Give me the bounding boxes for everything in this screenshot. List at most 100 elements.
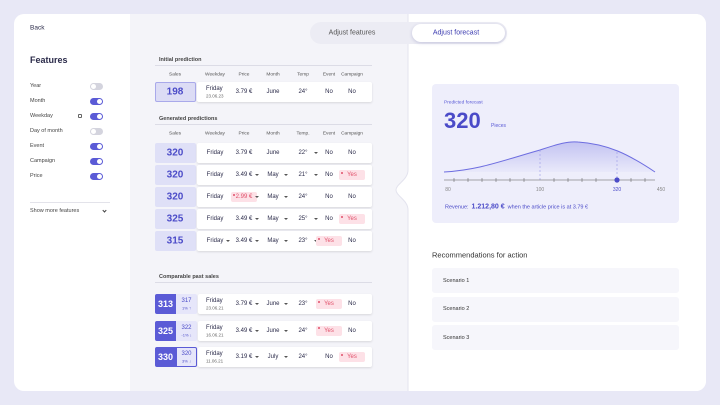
column-header: Campaign xyxy=(341,131,363,137)
column-header: Sales xyxy=(169,131,181,137)
cell: 23° xyxy=(298,238,308,244)
dropdown-caret[interactable] xyxy=(284,303,288,305)
toggle-knob xyxy=(97,158,102,164)
dropdown-caret[interactable] xyxy=(255,329,259,332)
column-header: Event xyxy=(322,131,336,137)
cell: Yes xyxy=(347,216,357,222)
toggle[interactable] xyxy=(90,142,103,150)
scenario-label: Scenario 3 xyxy=(443,334,470,341)
show-more[interactable]: Show more features xyxy=(30,208,80,214)
scenario-label: Scenario 1 xyxy=(443,277,470,284)
dropdown-caret[interactable] xyxy=(284,329,288,332)
dropdown-caret[interactable] xyxy=(284,196,288,198)
cell: No xyxy=(348,150,356,156)
dropdown-caret[interactable] xyxy=(255,240,259,242)
section-line xyxy=(155,124,372,125)
cell: Friday xyxy=(206,150,224,156)
divider xyxy=(30,202,110,203)
toggle[interactable] xyxy=(90,82,103,90)
section-title: Generated predictions xyxy=(159,116,218,122)
cell: June xyxy=(266,150,280,156)
dropdown-caret[interactable] xyxy=(226,240,230,242)
tab[interactable]: Adjust forecast xyxy=(432,29,480,37)
changed-chip xyxy=(316,325,342,336)
changed-dot xyxy=(318,327,320,329)
changed-dot xyxy=(233,193,235,196)
dropdown-caret[interactable] xyxy=(314,152,318,154)
tab[interactable]: Adjust features xyxy=(328,29,376,37)
cell: No xyxy=(348,194,356,200)
cell: Friday xyxy=(206,172,224,178)
dropdown-caret[interactable] xyxy=(284,356,288,358)
changed-chip xyxy=(316,299,342,309)
forecast-curve xyxy=(443,141,656,183)
dropdown-caret[interactable] xyxy=(255,218,259,220)
dropdown-caret[interactable] xyxy=(255,303,259,305)
feature-label: Event xyxy=(30,143,45,149)
column-header: Temp xyxy=(297,72,309,78)
column-header: Month xyxy=(266,131,280,137)
scenario-label: Scenario 2 xyxy=(443,306,470,312)
changed-chip xyxy=(339,214,365,224)
sales-value: 325 xyxy=(166,213,184,225)
changed-chip xyxy=(339,352,365,362)
sales-value: 315 xyxy=(166,235,184,247)
cell: Friday xyxy=(206,298,223,304)
active-tab xyxy=(412,24,505,42)
toggle[interactable] xyxy=(90,157,103,165)
axis-label: 320 xyxy=(612,187,622,193)
past-prediction: 317 xyxy=(181,298,192,304)
date: 11.06.21 xyxy=(206,358,224,364)
sales-box xyxy=(155,209,196,229)
dropdown-caret[interactable] xyxy=(255,196,259,198)
sales-box xyxy=(155,82,196,102)
past-sales-box xyxy=(155,347,176,367)
toggle-knob xyxy=(97,98,102,104)
column-header: Sales xyxy=(169,72,181,78)
cell: 24° xyxy=(298,354,308,360)
sales-value: 198 xyxy=(166,86,184,98)
scenario-card[interactable] xyxy=(432,268,679,293)
dropdown-caret[interactable] xyxy=(255,174,259,176)
column-header: Campaign xyxy=(341,72,363,78)
column-header: Event xyxy=(322,72,336,78)
cell: 24° xyxy=(298,89,308,95)
toggle[interactable] xyxy=(90,97,103,105)
cell: Yes xyxy=(347,172,357,178)
column-header: Weekday xyxy=(205,131,225,137)
toggle[interactable] xyxy=(90,127,103,135)
scenario-card[interactable] xyxy=(432,296,679,322)
toggle[interactable] xyxy=(90,112,103,120)
cell: 21° xyxy=(298,172,308,178)
toggle[interactable] xyxy=(90,172,103,180)
back-link[interactable]: Back xyxy=(30,24,45,32)
dropdown-caret[interactable] xyxy=(314,174,318,176)
dropdown-caret[interactable] xyxy=(255,356,259,358)
changed-chip xyxy=(339,170,365,180)
feature-label: Campaign xyxy=(30,158,56,164)
past-prediction: 320 xyxy=(181,351,192,357)
column-header: Weekday xyxy=(205,72,225,78)
column-header: Price xyxy=(238,131,250,137)
scenario-card[interactable] xyxy=(432,325,679,350)
column-header: Price xyxy=(238,72,250,78)
cell: Yes xyxy=(324,238,334,244)
cell: 24° xyxy=(298,327,308,334)
section-line xyxy=(155,282,372,283)
dropdown-caret[interactable] xyxy=(284,240,288,242)
dropdown-caret[interactable] xyxy=(284,174,288,176)
cell: 25° xyxy=(298,216,308,222)
column-header: Month xyxy=(266,72,280,78)
cell: 3.49 € xyxy=(235,327,253,334)
past-sales: 313 xyxy=(157,299,174,309)
dropdown-caret[interactable] xyxy=(314,218,318,220)
section-title: Comparable past sales xyxy=(159,274,219,280)
date: 23.06.21 xyxy=(206,305,224,311)
features-title: Features xyxy=(30,55,68,65)
dropdown-caret[interactable] xyxy=(284,218,288,220)
date: 23.06.23 xyxy=(206,93,224,99)
section-title: Initial prediction xyxy=(159,57,202,63)
cell: No xyxy=(325,150,333,156)
cell: No xyxy=(348,89,356,95)
sales-box xyxy=(155,187,196,207)
